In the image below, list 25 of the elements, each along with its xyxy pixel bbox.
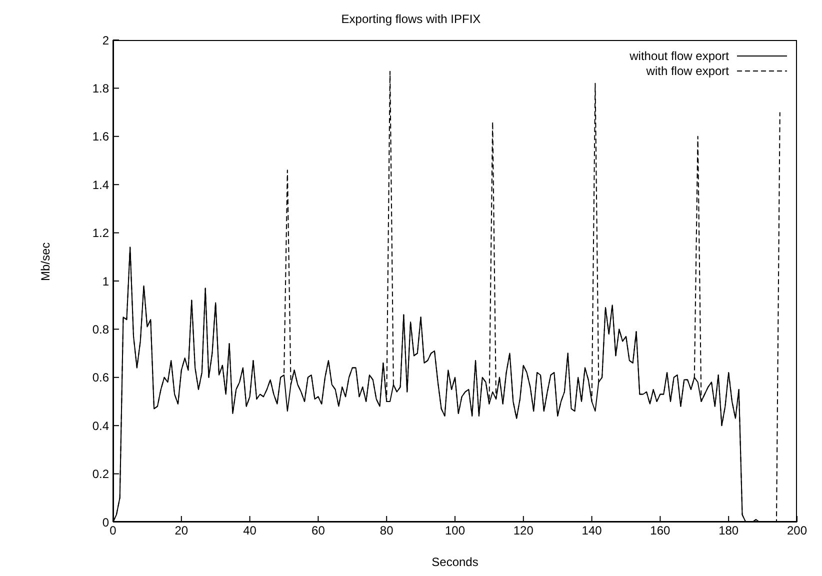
x-tick-label: 60 (312, 524, 326, 538)
y-tick-label: 1.8 (92, 81, 110, 96)
y-tick-label: 0.6 (92, 370, 110, 385)
x-tick-label: 140 (582, 524, 602, 538)
x-tick-label: 40 (243, 524, 257, 538)
x-tick-label: 200 (786, 524, 808, 538)
y-axis-title: Mb/sec (38, 242, 52, 281)
y-tick-label: 0.2 (92, 467, 110, 482)
legend-label: without flow export (630, 48, 729, 62)
y-tick-label: 0.8 (92, 322, 110, 336)
legend-label: with flow export (646, 64, 729, 78)
y-tick-label: 1 (102, 274, 110, 288)
y-tick-label: 2 (102, 33, 110, 48)
x-axis-title: Seconds (432, 555, 478, 569)
y-tick-label: 0.4 (92, 418, 110, 433)
x-tick-label: 100 (444, 524, 466, 538)
chart-title: Exporting flows with IPFIX (340, 12, 482, 26)
x-tick-label: 80 (380, 524, 394, 538)
y-tick-label: 1.4 (92, 178, 110, 192)
x-tick-label: 160 (650, 524, 671, 538)
y-tick-label: 1.2 (92, 226, 110, 240)
x-tick-label: 180 (718, 524, 739, 538)
y-tick-label: 1.6 (92, 130, 110, 144)
x-tick-label: 20 (174, 524, 188, 538)
x-tick-label: 120 (513, 524, 534, 538)
